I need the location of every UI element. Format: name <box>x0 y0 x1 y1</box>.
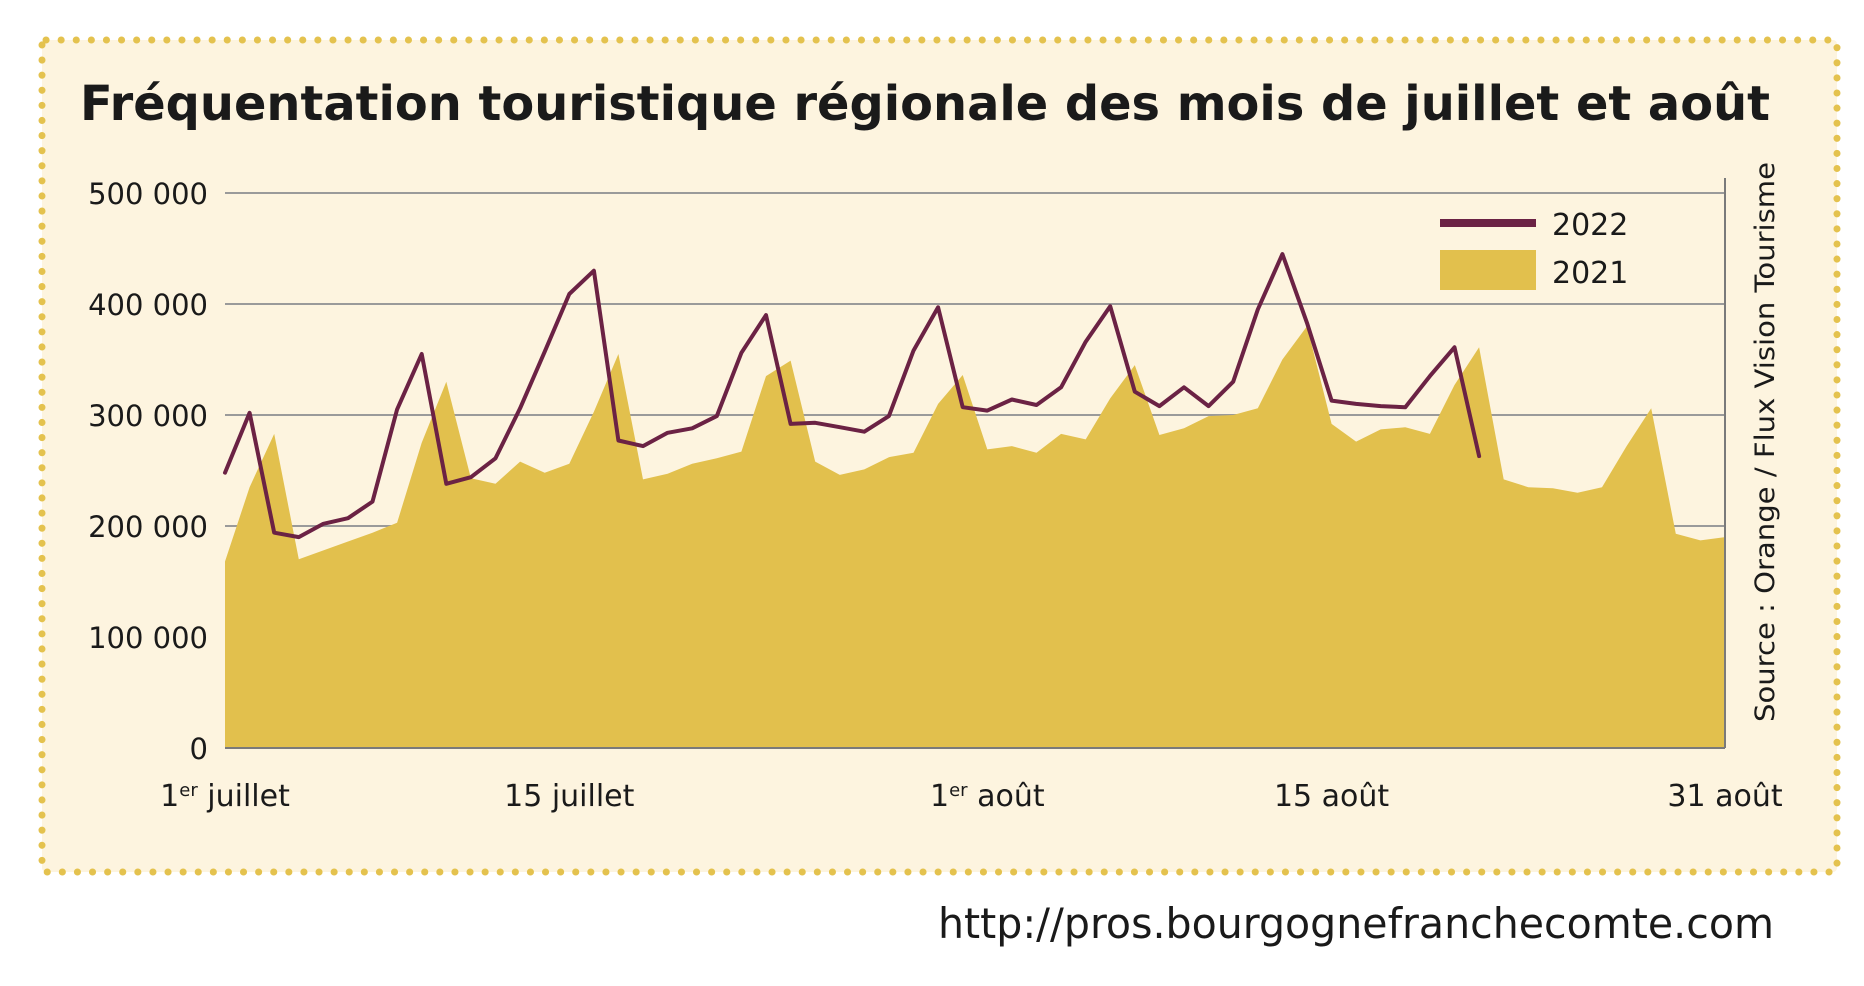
y-tick-labels: 0 100 000 200 000 300 000 400 000 500 000 <box>88 177 208 766</box>
x-tick-label-2: 15 juillet <box>504 779 635 814</box>
x-tick-label-5: 31 août <box>1667 779 1782 814</box>
y-tick-label-400000: 400 000 <box>88 288 208 322</box>
series-2021-layer <box>225 326 1725 748</box>
y-tick-label-300000: 300 000 <box>88 399 208 433</box>
axes <box>225 178 1726 749</box>
y-tick-label-500000: 500 000 <box>88 177 208 211</box>
x-tick-label-1: 1er juillet <box>160 779 290 814</box>
legend-swatch-2021 <box>1440 250 1536 290</box>
x-tick-label-3: 1er août <box>930 779 1045 814</box>
y-tick-label-200000: 200 000 <box>88 510 208 544</box>
legend-label-2022: 2022 <box>1552 208 1628 243</box>
y-tick-label-0: 0 <box>190 732 208 766</box>
y-tick-label-100000: 100 000 <box>88 621 208 655</box>
x-tick-labels: 1er juillet 15 juillet 1er août 15 août 31 a… <box>160 779 1783 814</box>
chart-title: Fréquentation touristique régionale des … <box>80 76 1770 132</box>
website-url: http://pros.bourgognefranchecomte.com <box>938 899 1774 948</box>
x-tick-label-4: 15 août <box>1274 779 1389 814</box>
source-text: Source : Orange / Flux Vision Tourisme <box>1750 162 1781 722</box>
series-2021-area <box>225 326 1725 748</box>
series-2022-layer <box>223 252 1482 540</box>
series-2022-line <box>223 252 1482 540</box>
legend: 2022 2021 <box>1440 208 1628 291</box>
legend-label-2021: 2021 <box>1552 256 1628 291</box>
